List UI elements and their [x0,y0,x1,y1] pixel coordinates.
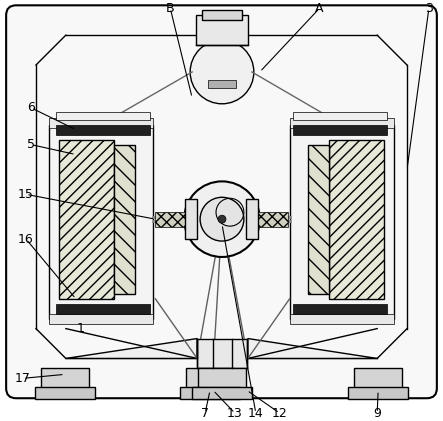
Circle shape [184,181,260,257]
Bar [253,212,288,227]
Bar [198,368,246,390]
Polygon shape [66,338,197,358]
Bar [354,368,402,390]
Bar [59,140,113,299]
Bar [56,304,150,314]
Text: 9: 9 [373,407,381,420]
Bar [56,125,150,135]
Bar [49,314,153,324]
Bar [113,144,136,294]
Text: 1: 1 [77,322,85,335]
Bar [49,125,153,319]
Bar [293,304,387,314]
Bar [35,387,95,399]
Bar [49,118,153,128]
Bar [246,199,258,239]
Circle shape [200,197,244,241]
FancyBboxPatch shape [6,5,437,398]
Text: 14: 14 [248,407,264,420]
Bar [155,212,190,227]
Bar [290,118,394,128]
Bar [293,112,387,120]
Bar [348,387,408,399]
Bar [56,112,150,120]
Bar [290,314,394,324]
Text: A: A [315,2,324,15]
Text: B: B [166,2,175,15]
Text: 17: 17 [15,372,31,385]
Bar [293,125,387,135]
Bar [208,80,236,88]
Polygon shape [248,338,377,358]
Bar [180,387,240,399]
Bar [202,10,242,20]
Text: 12: 12 [272,407,288,420]
Text: 3: 3 [425,2,433,15]
Bar [192,387,252,399]
Circle shape [218,215,226,223]
Text: 7: 7 [201,407,209,420]
Circle shape [190,40,254,104]
Bar [185,199,197,239]
Text: 5: 5 [27,138,35,151]
Bar [196,15,248,45]
Text: 6: 6 [27,101,35,114]
Text: 13: 13 [227,407,243,420]
Bar [41,368,89,390]
Bar [197,338,247,368]
Bar [186,368,234,390]
Text: 15: 15 [18,188,34,201]
Bar [330,140,384,299]
Text: 16: 16 [18,232,34,245]
Bar [307,144,330,294]
Bar [290,125,394,319]
